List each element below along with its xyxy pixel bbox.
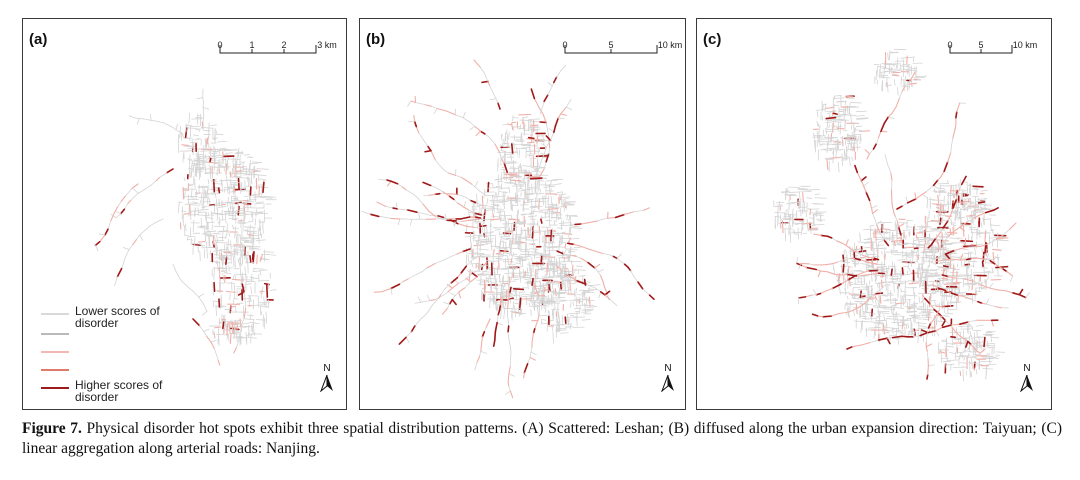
panel-label: (b): [366, 31, 386, 48]
scale-tick: 0: [217, 40, 223, 50]
scale-tick: 10 km: [1012, 40, 1038, 50]
scale-tick: 10 km: [657, 40, 683, 50]
scale-bar: 0 5 10 km: [562, 40, 682, 55]
scale-bar: 0 1 2 3 km: [217, 40, 337, 55]
legend-label: Lower scores of disorder: [75, 304, 160, 330]
map-panel-c: (c) 0 5 10 km N: [696, 18, 1052, 410]
caption-text: Physical disorder hot spots exhibit thre…: [22, 420, 1063, 457]
road-network-map-taiyuan: [361, 59, 655, 399]
scale-tick: 3 km: [317, 40, 337, 50]
scale-bar: 0 5 10 km: [947, 40, 1037, 55]
scale-tick: 0: [562, 40, 568, 50]
north-arrow: N: [660, 364, 676, 397]
north-arrow: N: [319, 364, 335, 397]
map-panel-b: (b) 0 5 10 km N: [359, 18, 686, 410]
north-arrow-icon: [660, 374, 674, 393]
north-arrow: N: [1019, 364, 1035, 397]
panel-label: (a): [29, 31, 48, 48]
north-arrow-icon: [1019, 374, 1033, 393]
scale-tick: 2: [281, 40, 287, 50]
scale-tick: 5: [608, 40, 614, 50]
north-arrow-icon: [319, 374, 333, 393]
north-label: N: [1023, 363, 1031, 374]
legend-label: Higher scores of disorder: [75, 378, 163, 404]
north-label: N: [664, 363, 672, 374]
map-panel-a: (a) 0 1 2 3 km Lower scores of disorder …: [22, 18, 347, 410]
road-network-map-leshan: [94, 88, 277, 366]
road-network-map-nanjing: [773, 48, 1030, 382]
north-label: N: [323, 363, 331, 374]
figure-caption: Figure 7. Physical disorder hot spots ex…: [22, 419, 1062, 459]
panel-label: (c): [703, 31, 722, 48]
scale-tick: 1: [249, 40, 255, 50]
caption-prefix: Figure 7.: [22, 420, 82, 437]
scale-tick: 0: [947, 40, 953, 50]
scale-tick: 5: [978, 40, 984, 50]
